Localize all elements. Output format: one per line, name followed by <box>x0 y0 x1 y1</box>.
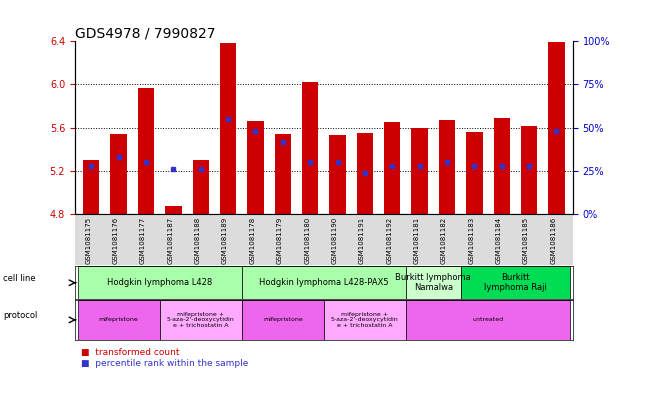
Bar <box>220 43 236 214</box>
Bar <box>439 120 455 214</box>
Bar <box>83 160 100 214</box>
Text: mifepristone: mifepristone <box>263 318 303 322</box>
Text: cell line: cell line <box>3 274 36 283</box>
Text: GSM1081176: GSM1081176 <box>113 217 118 264</box>
Text: ■  percentile rank within the sample: ■ percentile rank within the sample <box>81 359 249 368</box>
Bar <box>521 125 537 214</box>
Text: GSM1081184: GSM1081184 <box>495 217 502 264</box>
Text: untreated: untreated <box>473 318 504 322</box>
Text: mifepristone +
5-aza-2'-deoxycytidin
e + trichostatin A: mifepristone + 5-aza-2'-deoxycytidin e +… <box>331 312 399 328</box>
Text: GSM1081186: GSM1081186 <box>551 217 557 264</box>
Text: GSM1081190: GSM1081190 <box>331 217 338 264</box>
Text: GSM1081185: GSM1081185 <box>523 217 529 264</box>
Bar <box>411 128 428 214</box>
Text: GSM1081187: GSM1081187 <box>167 217 173 264</box>
Bar <box>242 300 324 340</box>
Text: GSM1081179: GSM1081179 <box>277 217 283 264</box>
Bar <box>302 82 318 214</box>
Text: GSM1081188: GSM1081188 <box>195 217 201 264</box>
Text: GSM1081177: GSM1081177 <box>140 217 146 264</box>
Text: Hodgkin lymphoma L428: Hodgkin lymphoma L428 <box>107 278 212 287</box>
Text: Burkitt
lymphoma Raji: Burkitt lymphoma Raji <box>484 273 547 292</box>
Text: GSM1081180: GSM1081180 <box>304 217 310 264</box>
Bar <box>111 134 127 214</box>
Text: GSM1081183: GSM1081183 <box>468 217 475 264</box>
Bar <box>242 266 406 299</box>
Bar <box>406 300 570 340</box>
Text: GSM1081181: GSM1081181 <box>413 217 420 264</box>
Text: GSM1081189: GSM1081189 <box>222 217 228 264</box>
Bar <box>357 133 373 214</box>
Bar <box>493 118 510 214</box>
Bar <box>324 300 406 340</box>
Bar <box>329 135 346 214</box>
Text: GSM1081182: GSM1081182 <box>441 217 447 264</box>
Text: GSM1081175: GSM1081175 <box>85 217 91 264</box>
Text: GSM1081178: GSM1081178 <box>249 217 255 264</box>
Bar <box>275 134 291 214</box>
Text: Burkitt lymphoma
Namalwa: Burkitt lymphoma Namalwa <box>395 273 471 292</box>
Text: mifepristone +
5-aza-2'-deoxycytidin
e + trichostatin A: mifepristone + 5-aza-2'-deoxycytidin e +… <box>167 312 234 328</box>
Bar <box>77 266 242 299</box>
Text: GDS4978 / 7990827: GDS4978 / 7990827 <box>75 26 215 40</box>
Text: GSM1081191: GSM1081191 <box>359 217 365 264</box>
Bar <box>406 266 461 299</box>
Text: GSM1081192: GSM1081192 <box>386 217 393 264</box>
Bar <box>138 88 154 214</box>
Text: mifepristone: mifepristone <box>99 318 139 322</box>
Text: Hodgkin lymphoma L428-PAX5: Hodgkin lymphoma L428-PAX5 <box>259 278 389 287</box>
Bar <box>193 160 209 214</box>
Bar <box>247 121 264 214</box>
Bar <box>548 42 564 214</box>
Text: protocol: protocol <box>3 312 38 320</box>
Bar <box>159 300 242 340</box>
Bar <box>384 122 400 214</box>
Bar <box>77 300 159 340</box>
Text: ■  transformed count: ■ transformed count <box>81 349 180 357</box>
Bar <box>466 132 482 214</box>
Bar <box>461 266 570 299</box>
Bar <box>165 206 182 214</box>
